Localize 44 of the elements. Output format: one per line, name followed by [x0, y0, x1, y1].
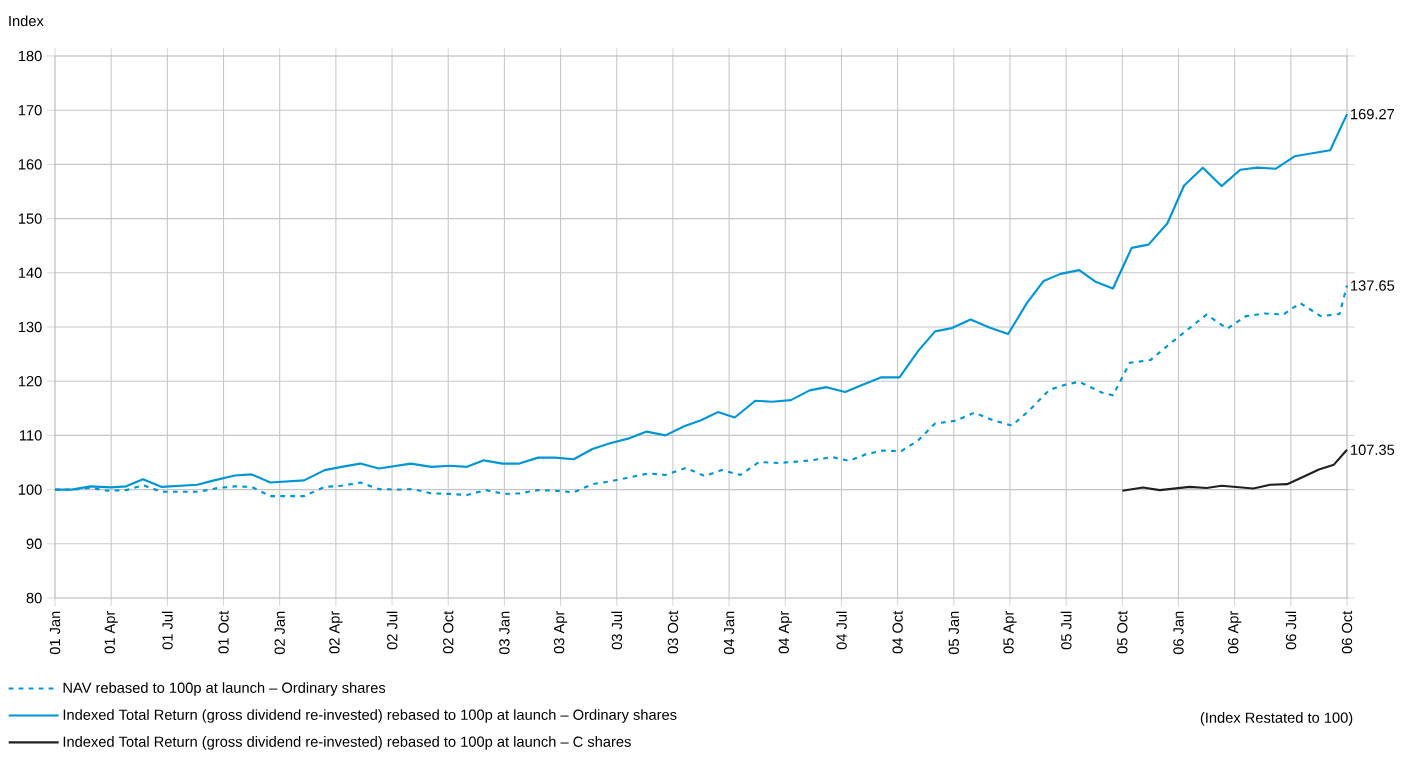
- x-tick-label: 05 Oct: [1117, 610, 1128, 654]
- x-tick-label: 05 Jul: [1060, 611, 1072, 650]
- annotation: 137.65: [1351, 280, 1395, 291]
- x-tick-label: 01 Jan: [49, 611, 61, 655]
- y-tick-label: 110: [20, 430, 42, 441]
- text: (Index Restated to 100): [1200, 712, 1353, 726]
- y-tick-label: 150: [18, 213, 42, 224]
- line-series: [1121, 448, 1349, 492]
- x-tick-label: 03 Apr: [553, 610, 568, 654]
- y-tick-label: 130: [18, 321, 42, 333]
- legend-label: NAV rebased to 100p at launch – Ordinary shares: [63, 682, 386, 696]
- legend-label: Indexed Total Return (gross dividend re-invested) rebased to 100p at launch – C shares: [63, 736, 631, 750]
- x-tick-label: 01 Oct: [218, 610, 229, 654]
- x-tick-label: 02 Jan: [274, 611, 285, 655]
- annotation: 169.27: [1351, 108, 1395, 120]
- y-tick-label: 170: [18, 105, 42, 116]
- annotation: 107.35: [1351, 444, 1395, 455]
- x-tick-label: 04 Jan: [723, 611, 735, 655]
- x-tick-label: 03 Jul: [611, 611, 623, 650]
- y-tick-label: 90: [26, 538, 42, 549]
- x-tick-label: 03 Oct: [667, 610, 679, 654]
- x-tick-label: 02 Oct: [443, 610, 454, 654]
- x-tick-label: 02 Jul: [386, 611, 398, 650]
- y-tick-label: 100: [18, 484, 42, 495]
- legend-label: Indexed Total Return (gross dividend re-invested) rebased to 100p at launch – Ordinary shares: [63, 709, 677, 723]
- x-tick-label: 04 Apr: [778, 610, 792, 654]
- x-tick-label: 04 Oct: [892, 610, 903, 654]
- y-tick-label: 160: [18, 159, 42, 170]
- y-axis-title: Index: [9, 15, 44, 27]
- y-tick-label: 140: [18, 267, 42, 278]
- x-tick-label: 01 Jul: [161, 611, 173, 650]
- x-tick-label: 06 Jan: [1173, 611, 1184, 655]
- x-tick-label: 06 Jul: [1285, 611, 1297, 650]
- x-tick-label: 03 Jan: [499, 611, 510, 655]
- x-tick-label: 06 Apr: [1228, 610, 1242, 654]
- x-tick-label: 05 Apr: [1003, 610, 1017, 654]
- y-tick-label: 120: [18, 376, 42, 387]
- x-tick-label: 06 Oct: [1341, 610, 1353, 654]
- x-tick-label: 01 Apr: [104, 610, 118, 654]
- x-tick-label: 02 Apr: [329, 610, 343, 654]
- y-tick-label: 180: [18, 50, 42, 62]
- y-tick-label: 80: [26, 592, 42, 604]
- x-tick-label: 04 Jul: [836, 611, 847, 650]
- x-tick-label: 05 Jan: [948, 611, 959, 655]
